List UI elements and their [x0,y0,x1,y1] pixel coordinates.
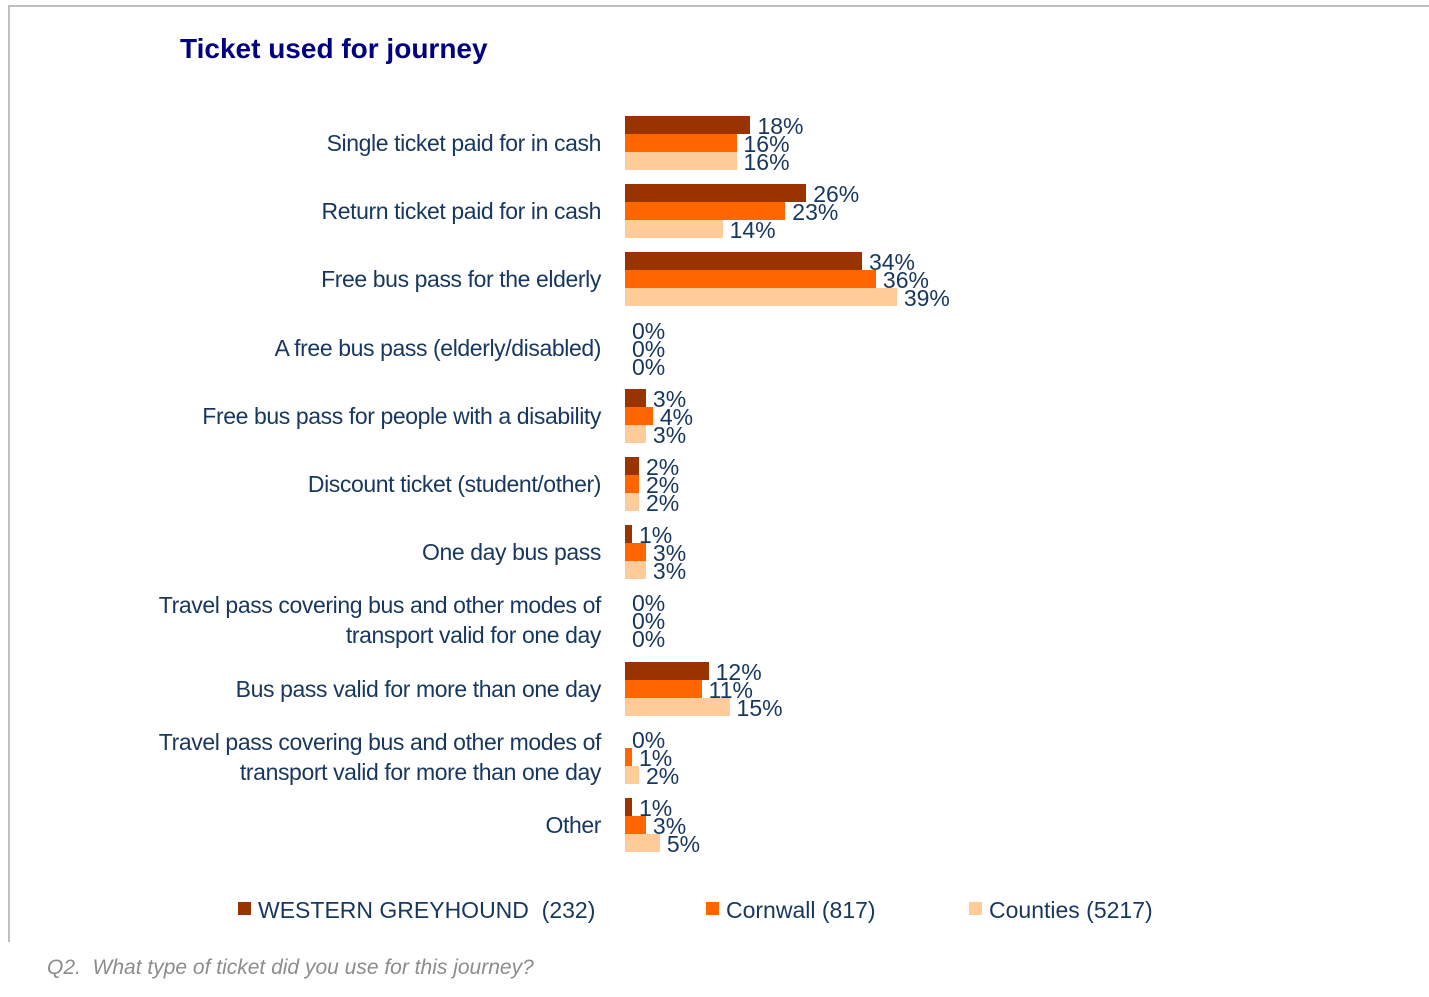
value-label: 3% [652,385,687,412]
value-label: 18% [757,113,804,139]
value-label: 4% [659,403,694,430]
bar [625,765,639,784]
value-label: 2% [645,454,680,480]
bar [625,424,646,443]
bar [625,816,646,834]
value-label: 14% [729,217,776,244]
bar [625,134,737,152]
footnote: Q2. What type of ticket did you use for … [47,956,534,979]
category-label: Free bus pass for people with a disabili… [202,402,601,429]
bar [625,184,807,203]
legend-swatch [969,902,982,915]
value-label: 0% [632,608,666,635]
value-label: 16% [743,149,790,175]
category-label: Free bus pass for the elderly [321,266,601,293]
bar [625,406,653,425]
value-label: 23% [792,199,839,226]
bar [625,525,632,544]
bar [625,475,639,493]
value-label: 16% [743,131,790,157]
value-label: 0% [632,626,666,653]
legend-swatch [706,902,719,915]
legend-label: Counties (5217) [989,897,1153,923]
value-label: 15% [736,694,783,721]
category-label: Single ticket paid for in cash [326,130,602,156]
category-label: Other [545,812,601,838]
category-label: One day bus pass [422,539,601,566]
frame [8,5,1429,942]
bar [625,288,897,307]
value-label: 1% [638,522,673,549]
bar [625,697,730,716]
bar [625,388,646,407]
category-label: Travel pass covering bus and other modes… [158,592,602,649]
bar [625,252,862,271]
category-label: Bus pass valid for more than one day [235,675,602,702]
legend-swatch [238,902,251,915]
value-label: 1% [638,795,673,821]
value-label: 34% [868,249,916,276]
bar [625,661,709,680]
category-label: Return ticket paid for in cash [321,198,602,225]
value-label: 0% [632,317,666,344]
value-label: 0% [632,726,666,753]
bar [625,220,723,239]
value-label: 26% [813,181,860,208]
bar [625,270,876,289]
chart-title: Ticket used for journey [180,33,488,64]
value-label: 3% [652,540,687,567]
value-label: 3% [652,421,687,448]
value-label: 0% [632,590,666,617]
value-label: 0% [632,353,666,380]
value-label: 1% [638,744,673,771]
bar [625,457,639,475]
bar [625,152,737,170]
value-label: 2% [645,472,680,498]
value-label: 39% [903,285,950,312]
value-label: 2% [645,762,680,789]
value-label: 3% [652,813,687,839]
bar [625,747,632,766]
value-label: 5% [666,831,701,857]
legend-label: WESTERN GREYHOUND (232) [258,897,596,923]
bar [625,798,632,816]
value-label: 3% [652,558,687,585]
bar [625,202,786,221]
bar [625,679,702,698]
legend-label: Cornwall (817) [726,897,876,923]
category-label: A free bus pass (elderly/disabled) [274,334,602,361]
bar [625,834,660,852]
category-label: Travel pass covering bus and other modes… [158,728,602,785]
value-label: 36% [882,267,929,294]
value-label: 0% [632,335,666,362]
category-label: Discount ticket (student/other) [307,471,602,497]
value-label: 2% [645,490,680,516]
bar [625,116,751,134]
value-label: 12% [715,658,762,685]
bar [625,543,646,562]
bar [625,561,646,580]
value-label: 11% [708,676,753,703]
bar [625,493,639,511]
